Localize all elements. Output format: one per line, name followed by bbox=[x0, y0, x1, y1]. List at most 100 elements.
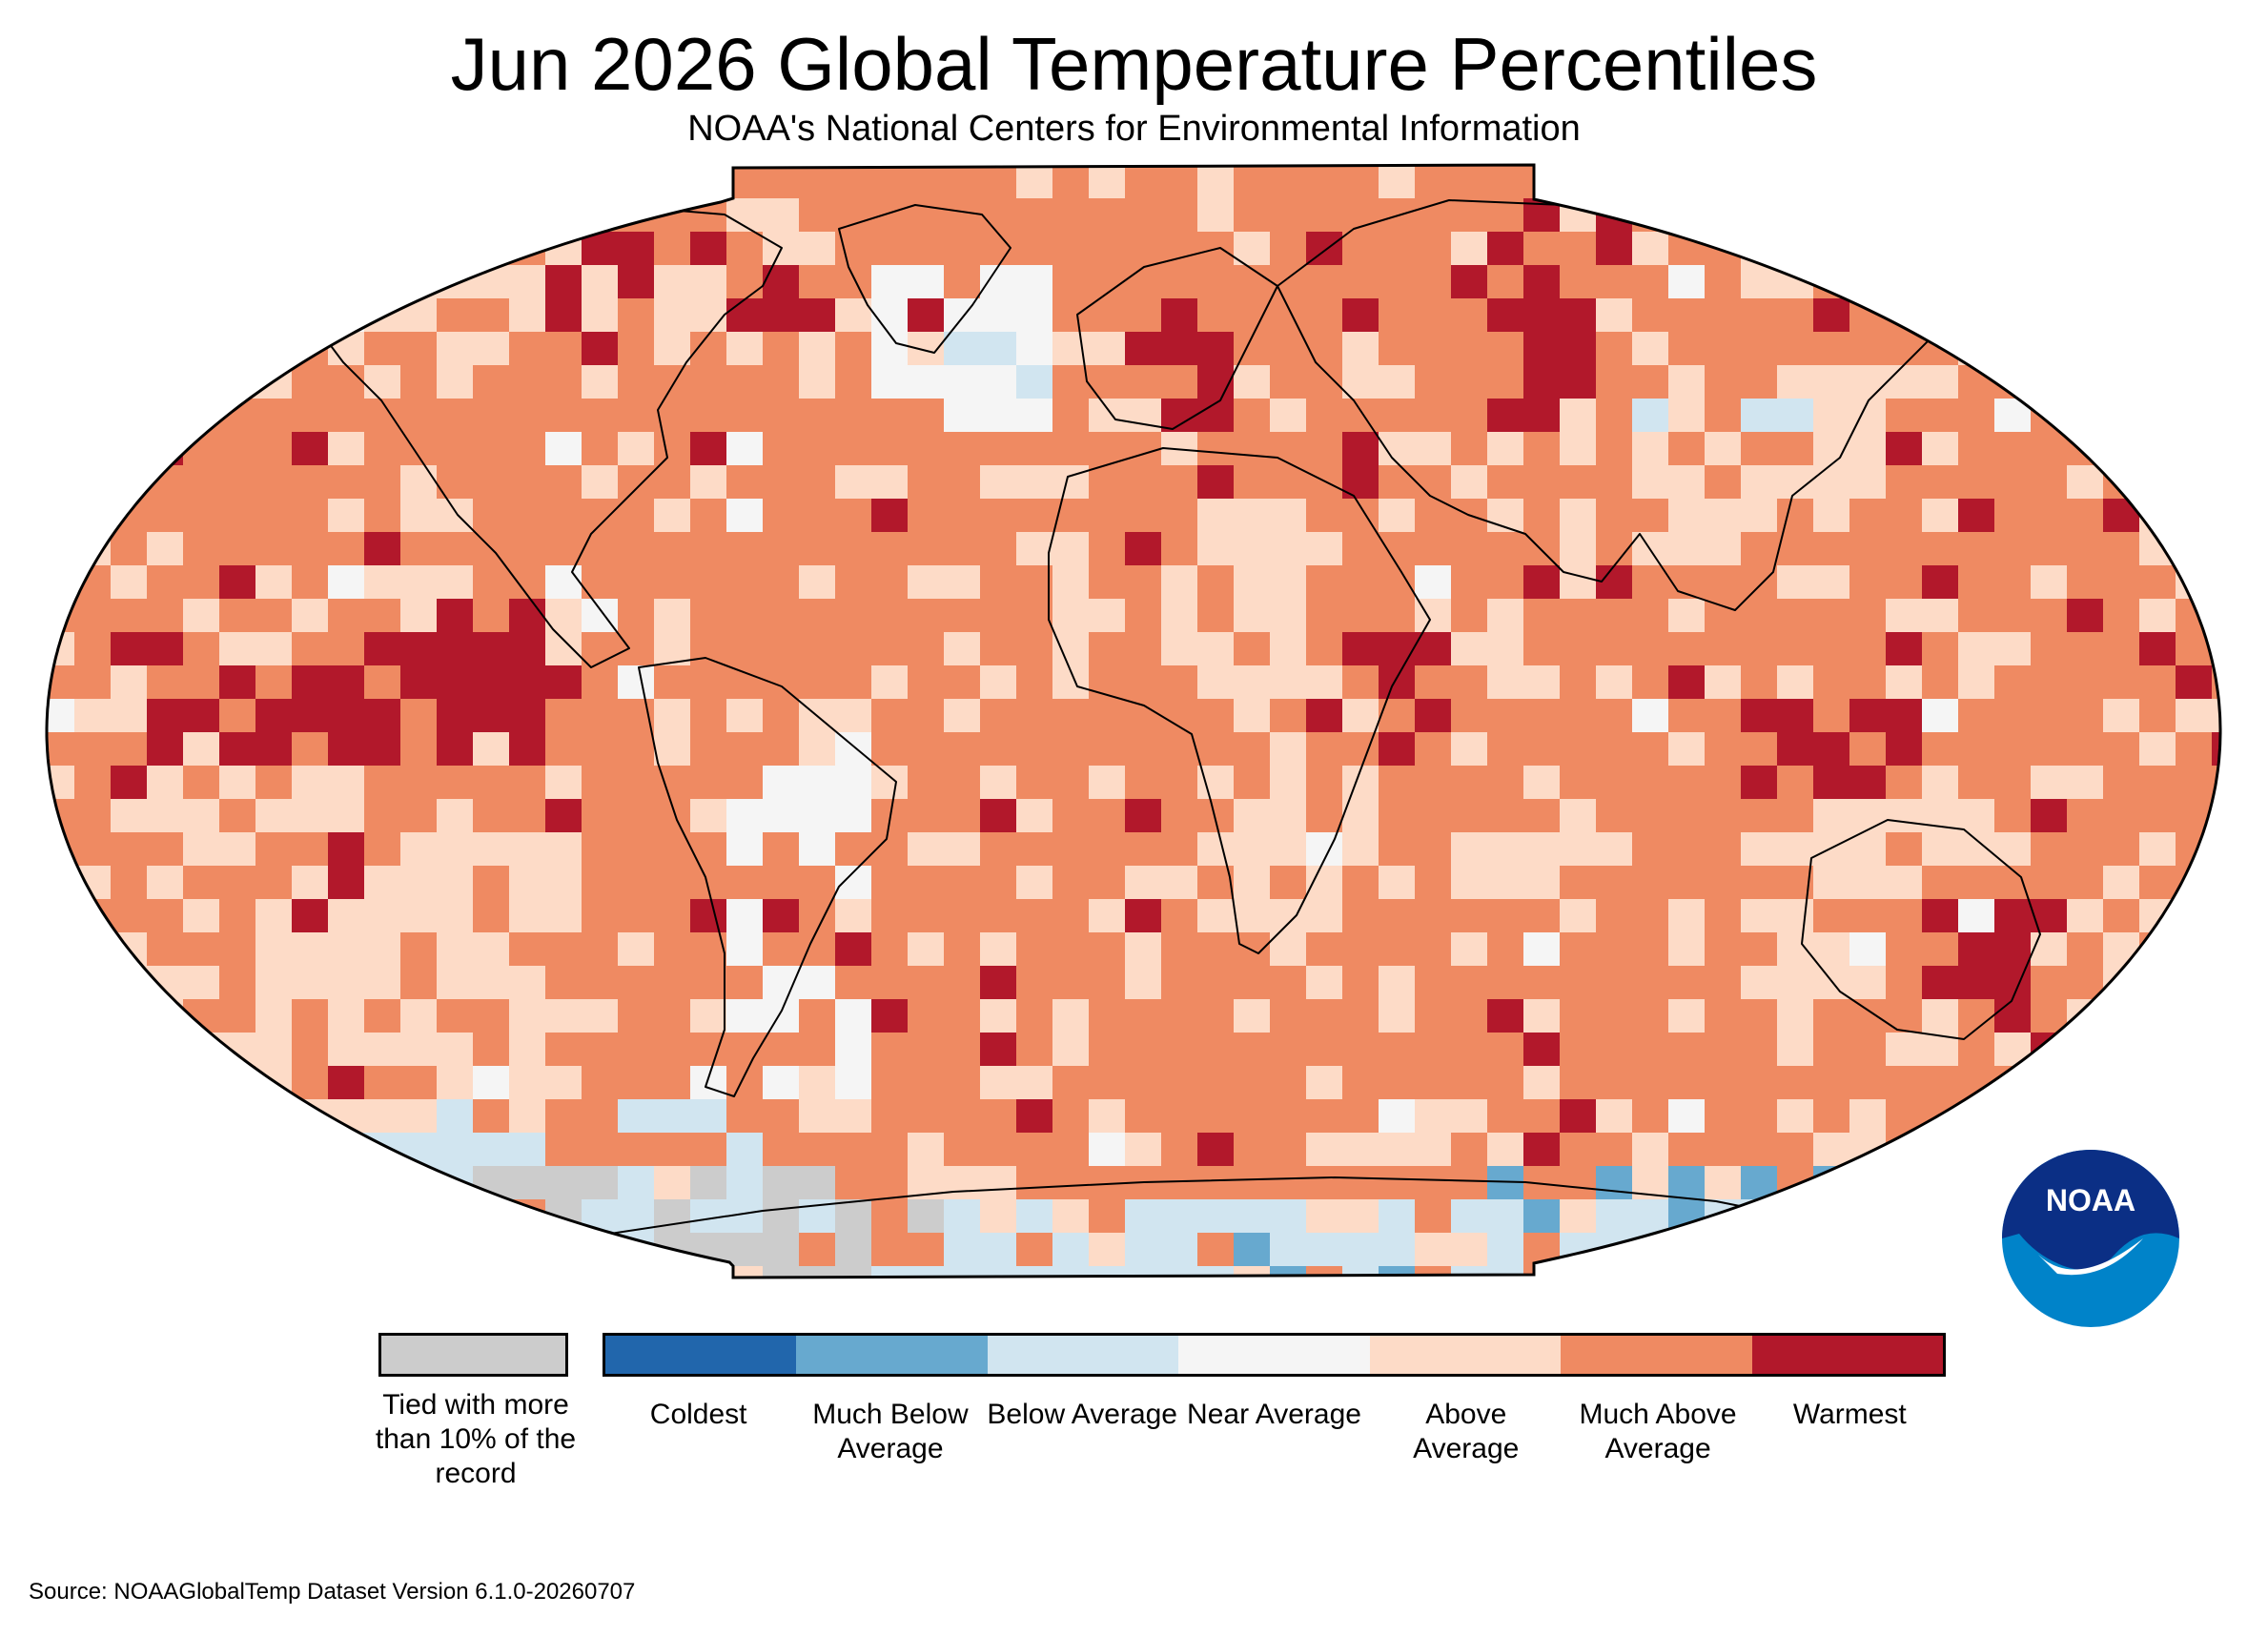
legend-swatch-above-average bbox=[1369, 1336, 1562, 1374]
grid-cell bbox=[1560, 198, 1596, 232]
grid-cell bbox=[1161, 599, 1197, 632]
grid-cell bbox=[1487, 1266, 1523, 1278]
grid-cell bbox=[1379, 632, 1415, 665]
grid-cell bbox=[582, 298, 618, 332]
grid-cell bbox=[509, 1166, 545, 1199]
grid-cell bbox=[111, 699, 147, 732]
grid-cell bbox=[255, 1166, 292, 1199]
legend-swatch-warmest bbox=[1751, 1336, 1943, 1374]
grid-cell bbox=[1379, 1266, 1415, 1278]
grid-cell bbox=[1052, 1033, 1089, 1066]
grid-cell bbox=[1705, 499, 1741, 532]
grid-cell bbox=[980, 665, 1016, 699]
grid-cell bbox=[183, 966, 219, 999]
grid-cell bbox=[364, 365, 400, 399]
grid-cell bbox=[328, 799, 364, 832]
grid-cell bbox=[509, 899, 545, 932]
grid-cell bbox=[1632, 332, 1668, 365]
grid-cell bbox=[47, 399, 74, 432]
grid-cell bbox=[980, 332, 1016, 365]
grid-cell bbox=[509, 265, 545, 298]
grid-cell bbox=[437, 232, 473, 265]
grid-cell bbox=[292, 432, 328, 465]
grid-cell bbox=[1016, 866, 1052, 899]
grid-cell bbox=[74, 232, 111, 265]
grid-cell bbox=[1342, 699, 1379, 732]
grid-cell bbox=[1813, 365, 1849, 399]
grid-cell bbox=[364, 1266, 400, 1278]
grid-cell bbox=[726, 832, 763, 866]
grid-cell bbox=[980, 932, 1016, 966]
grid-cell bbox=[980, 365, 1016, 399]
grid-cell bbox=[799, 1166, 835, 1199]
grid-cell bbox=[1560, 399, 1596, 432]
grid-cell bbox=[690, 799, 726, 832]
grid-cell bbox=[1125, 1233, 1161, 1266]
grid-cell bbox=[1777, 565, 1813, 599]
grid-cell bbox=[219, 632, 255, 665]
grid-cell bbox=[1668, 532, 1705, 565]
grid-cell bbox=[799, 332, 835, 365]
grid-cell bbox=[1922, 165, 1958, 198]
grid-cell bbox=[1777, 1099, 1813, 1133]
grid-cell bbox=[1161, 1233, 1197, 1266]
grid-cell bbox=[1451, 1199, 1487, 1233]
grid-cell bbox=[726, 1233, 763, 1266]
grid-cell bbox=[1849, 699, 1886, 732]
grid-cell bbox=[545, 298, 582, 332]
grid-cell bbox=[690, 165, 726, 198]
grid-cell bbox=[1161, 399, 1197, 432]
grid-cell bbox=[871, 265, 908, 298]
grid-cell bbox=[255, 298, 292, 332]
grid-cell bbox=[509, 966, 545, 999]
grid-cell bbox=[400, 1033, 437, 1066]
grid-cell bbox=[1922, 1233, 1958, 1266]
grid-cell bbox=[147, 966, 183, 999]
grid-cell bbox=[545, 565, 582, 599]
grid-cell bbox=[1813, 799, 1849, 832]
grid-cell bbox=[2103, 1033, 2139, 1066]
grid-cell bbox=[654, 1166, 690, 1199]
grid-cell bbox=[2176, 399, 2212, 432]
grid-cell bbox=[400, 599, 437, 632]
grid-cell bbox=[1813, 298, 1849, 332]
grid-cell bbox=[1958, 932, 1994, 966]
grid-cell bbox=[1668, 1266, 1705, 1278]
grid-cell bbox=[1922, 232, 1958, 265]
grid-cell bbox=[1379, 1199, 1415, 1233]
grid-cell bbox=[1379, 165, 1415, 198]
legend-label-near-average: Near Average bbox=[1187, 1399, 1361, 1430]
grid-cell bbox=[690, 298, 726, 332]
grid-cell bbox=[2103, 932, 2139, 966]
grid-cell bbox=[1016, 1066, 1052, 1099]
grid-cell bbox=[654, 332, 690, 365]
grid-cell bbox=[1016, 332, 1052, 365]
grid-cell bbox=[1886, 732, 1922, 766]
grid-cell bbox=[1197, 365, 1234, 399]
grid-cell bbox=[111, 1099, 147, 1133]
grid-cell bbox=[871, 766, 908, 799]
grid-cell bbox=[1451, 1233, 1487, 1266]
grid-cell bbox=[1306, 966, 1342, 999]
grid-cell bbox=[1270, 732, 1306, 766]
grid-cell bbox=[1886, 1033, 1922, 1066]
grid-cell bbox=[2103, 232, 2139, 265]
grid-cell bbox=[2067, 766, 2103, 799]
grid-cell bbox=[618, 432, 654, 465]
grid-cell bbox=[1052, 1266, 1089, 1278]
grid-cell bbox=[1342, 332, 1379, 365]
grid-cell bbox=[1994, 298, 2031, 332]
grid-cell bbox=[1487, 1233, 1523, 1266]
grid-cell bbox=[219, 1033, 255, 1066]
grid-cell bbox=[618, 1266, 654, 1278]
grid-cell bbox=[835, 1099, 871, 1133]
grid-cell bbox=[1161, 632, 1197, 665]
grid-cell bbox=[980, 1166, 1016, 1199]
grid-cell bbox=[1958, 499, 1994, 532]
grid-cell bbox=[364, 699, 400, 732]
grid-cell bbox=[1523, 999, 1560, 1033]
grid-cell bbox=[328, 866, 364, 899]
grid-cell bbox=[1379, 999, 1415, 1033]
grid-cell bbox=[473, 699, 509, 732]
grid-cell bbox=[1197, 499, 1234, 532]
